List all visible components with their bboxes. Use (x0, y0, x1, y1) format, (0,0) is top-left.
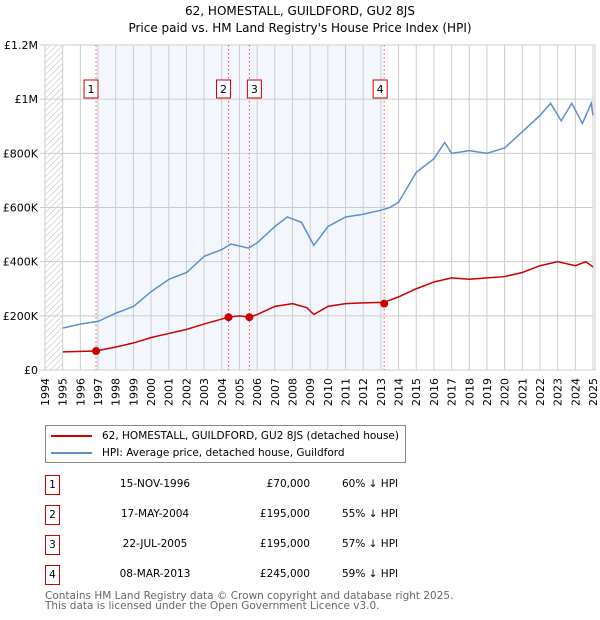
footer-line-1: Contains HM Land Registry data © Crown c… (45, 590, 454, 602)
plot-border (44, 44, 596, 371)
sale-date: 15-NOV-1996 (119, 478, 191, 490)
sale-point (245, 313, 254, 322)
chart-subtitle: Price paid vs. HM Land Registry's House … (128, 21, 472, 35)
x-tick-label: 2012 (357, 378, 370, 406)
sale-label: 2 (220, 83, 227, 96)
sale-point (92, 347, 101, 356)
x-tick-label: 1999 (127, 378, 140, 406)
y-tick-label: £1.2M (4, 39, 38, 52)
x-tick-label: 2024 (569, 378, 582, 406)
x-tick-label: 1995 (57, 378, 70, 406)
sale-label-box (372, 79, 388, 99)
x-tick-label: 2002 (180, 378, 193, 406)
y-tick-label: £400K (3, 256, 39, 269)
x-tick-label: 2000 (145, 378, 158, 406)
sale-number: 1 (45, 475, 60, 495)
x-tick-label: 2018 (463, 378, 476, 406)
y-tick-label: £1M (15, 93, 39, 106)
sale-number: 4 (45, 565, 60, 585)
x-tick-label: 2016 (428, 378, 441, 406)
sale-number: 3 (45, 535, 60, 555)
property-price-line (62, 260, 594, 353)
footer-line-2: This data is licensed under the Open Gov… (45, 600, 380, 612)
sale-label: 4 (377, 83, 384, 96)
x-tick-label: 1996 (74, 378, 87, 406)
legend-item-hpi: HPI: Average price, detached house, Guil… (51, 447, 345, 459)
x-tick-label: 2014 (393, 378, 406, 406)
sale-date: 22-JUL-2005 (122, 538, 188, 550)
sale-hpi: 60% ↓ HPI (342, 478, 399, 490)
x-tick-label: 2007 (269, 378, 282, 406)
chart-title: 62, HOMESTALL, GUILDFORD, GU2 8JS (185, 4, 415, 18)
sale-point (224, 313, 233, 322)
x-tick-label: 1994 (39, 378, 52, 406)
sale-price: £195,000 (259, 538, 310, 550)
sale-row: 3 22-JUL-2005 £195,000 57% ↓ HPI (45, 535, 405, 555)
y-tick-label: £0 (24, 364, 38, 377)
x-tick-label: 2006 (251, 378, 264, 406)
x-tick-label: 1997 (92, 378, 105, 406)
sale-row: 2 17-MAY-2004 £195,000 55% ↓ HPI (45, 505, 405, 525)
x-tick-label: 2011 (340, 378, 353, 406)
sale-hpi: 55% ↓ HPI (342, 508, 399, 520)
sale-label-box (83, 79, 99, 99)
x-tick-label: 2017 (446, 378, 459, 406)
sale-date: 08-MAR-2013 (119, 568, 191, 580)
x-tick-label: 2023 (552, 378, 565, 406)
sale-label-box (246, 79, 262, 99)
sale-price: £70,000 (266, 478, 310, 490)
x-tick-label: 2008 (286, 378, 299, 406)
sale-date: 17-MAY-2004 (120, 508, 190, 520)
x-tick-label: 2005 (233, 378, 246, 406)
sale-label: 3 (251, 83, 258, 96)
x-tick-label: 2021 (516, 378, 529, 406)
x-tick-label: 2009 (304, 378, 317, 406)
x-tick-label: 2001 (163, 378, 176, 406)
sale-row: 1 15-NOV-1996 £70,000 60% ↓ HPI (45, 475, 405, 495)
y-tick-label: £200K (3, 310, 39, 323)
sale-price: £245,000 (259, 568, 310, 580)
x-tick-label: 2015 (410, 378, 423, 406)
price-chart: 1994 1995 1996 1997 1998 1999 2000 2001 2002 2003… (3, 39, 600, 406)
legend-item-property: 62, HOMESTALL, GUILDFORD, GU2 8JS (detac… (51, 430, 399, 442)
x-tick-label: 2022 (534, 378, 547, 406)
sale-label: 1 (88, 83, 95, 96)
hpi-line (62, 100, 594, 329)
x-tick-label: 2003 (198, 378, 211, 406)
x-tick-label: 2004 (216, 378, 229, 406)
y-tick-label: £800K (3, 147, 39, 160)
x-tick-label: 1998 (110, 378, 123, 406)
sale-hpi: 59% ↓ HPI (342, 568, 399, 580)
sale-row: 4 08-MAR-2013 £245,000 59% ↓ HPI (45, 565, 405, 585)
x-tick-label: 2010 (322, 378, 335, 406)
legend: 62, HOMESTALL, GUILDFORD, GU2 8JS (detac… (45, 425, 406, 463)
x-tick-label: 2020 (499, 378, 512, 406)
x-tick-label: 2019 (481, 378, 494, 406)
sale-price: £195,000 (259, 508, 310, 520)
sale-point (380, 299, 389, 308)
x-tick-label: 2013 (375, 378, 388, 406)
sale-label-box (216, 79, 232, 99)
sale-hpi: 57% ↓ HPI (342, 538, 399, 550)
x-tick-label: 2025 (587, 378, 600, 406)
y-tick-label: £600K (3, 202, 39, 215)
sale-number: 2 (45, 505, 60, 525)
